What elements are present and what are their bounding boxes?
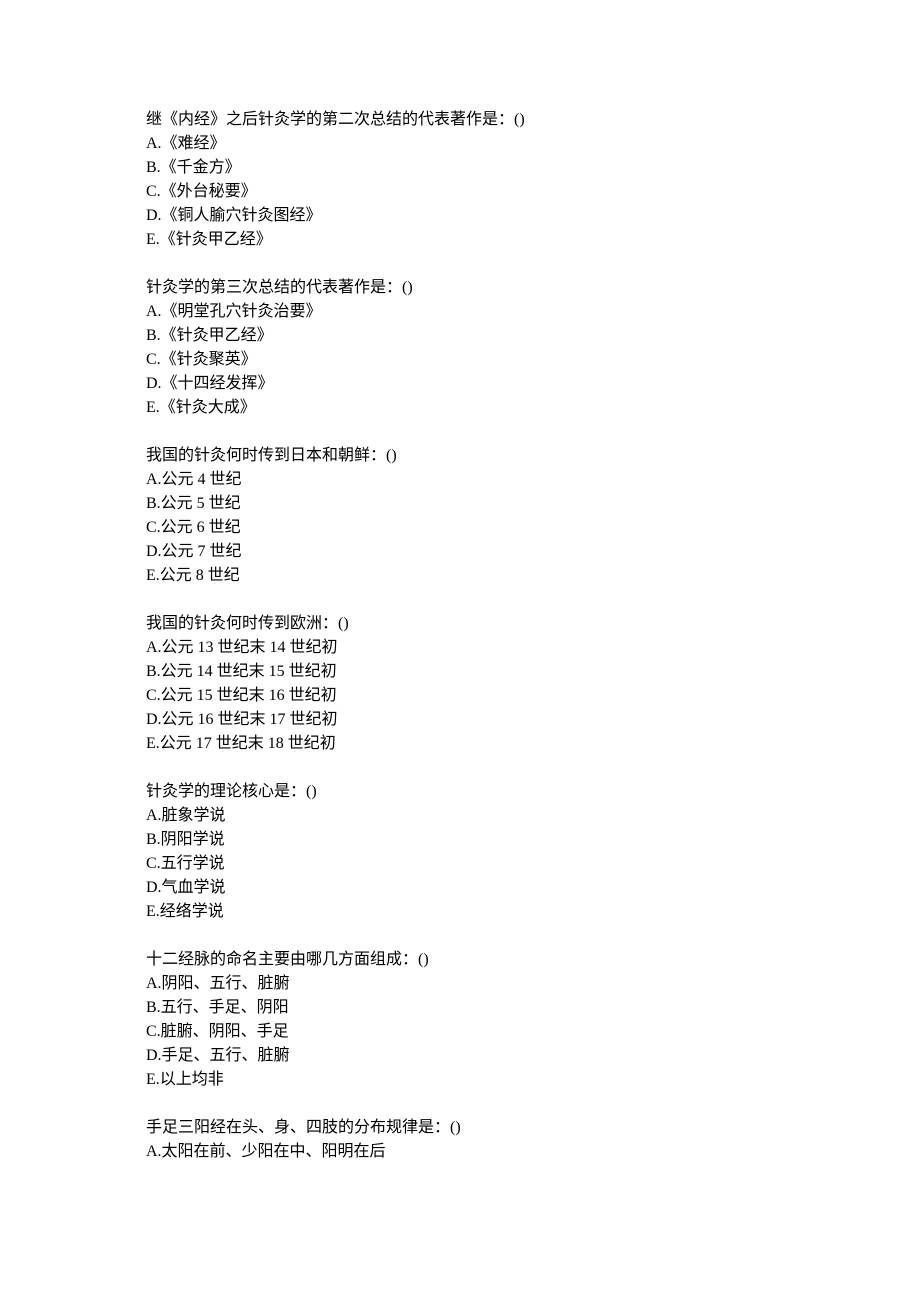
question-stem: 我国的针灸何时传到欧洲：() — [146, 612, 920, 636]
question-block: 继《内经》之后针灸学的第二次总结的代表著作是：() A.《难经》 B.《千金方》… — [146, 108, 920, 252]
question-option: E.《针灸甲乙经》 — [146, 228, 920, 252]
question-stem: 针灸学的第三次总结的代表著作是：() — [146, 276, 920, 300]
question-stem: 继《内经》之后针灸学的第二次总结的代表著作是：() — [146, 108, 920, 132]
question-option: E.公元 17 世纪末 18 世纪初 — [146, 732, 920, 756]
question-option: C.公元 15 世纪末 16 世纪初 — [146, 684, 920, 708]
question-stem: 针灸学的理论核心是：() — [146, 780, 920, 804]
question-block: 针灸学的理论核心是：() A.脏象学说 B.阴阳学说 C.五行学说 D.气血学说… — [146, 780, 920, 924]
question-option: B.公元 14 世纪末 15 世纪初 — [146, 660, 920, 684]
question-block: 十二经脉的命名主要由哪几方面组成：() A.阴阳、五行、脏腑 B.五行、手足、阴… — [146, 948, 920, 1092]
question-block: 手足三阳经在头、身、四肢的分布规律是：() A.太阳在前、少阳在中、阳明在后 — [146, 1116, 920, 1164]
question-option: D.《铜人腧穴针灸图经》 — [146, 204, 920, 228]
question-block: 我国的针灸何时传到日本和朝鲜：() A.公元 4 世纪 B.公元 5 世纪 C.… — [146, 444, 920, 588]
question-option: A.公元 4 世纪 — [146, 468, 920, 492]
question-stem: 十二经脉的命名主要由哪几方面组成：() — [146, 948, 920, 972]
question-option: B.阴阳学说 — [146, 828, 920, 852]
question-option: E.公元 8 世纪 — [146, 564, 920, 588]
question-option: B.公元 5 世纪 — [146, 492, 920, 516]
question-option: A.阴阳、五行、脏腑 — [146, 972, 920, 996]
question-option: D.公元 16 世纪末 17 世纪初 — [146, 708, 920, 732]
question-block: 我国的针灸何时传到欧洲：() A.公元 13 世纪末 14 世纪初 B.公元 1… — [146, 612, 920, 756]
question-stem: 手足三阳经在头、身、四肢的分布规律是：() — [146, 1116, 920, 1140]
document-page: 继《内经》之后针灸学的第二次总结的代表著作是：() A.《难经》 B.《千金方》… — [0, 0, 920, 1302]
question-option: D.手足、五行、脏腑 — [146, 1044, 920, 1068]
question-option: D.《十四经发挥》 — [146, 372, 920, 396]
question-option: E.《针灸大成》 — [146, 396, 920, 420]
question-option: B.《千金方》 — [146, 156, 920, 180]
question-option: C.《外台秘要》 — [146, 180, 920, 204]
question-option: C.《针灸聚英》 — [146, 348, 920, 372]
question-option: D.气血学说 — [146, 876, 920, 900]
question-option: A.《难经》 — [146, 132, 920, 156]
question-option: A.《明堂孔穴针灸治要》 — [146, 300, 920, 324]
question-option: D.公元 7 世纪 — [146, 540, 920, 564]
question-option: E.经络学说 — [146, 900, 920, 924]
question-option: A.太阳在前、少阳在中、阳明在后 — [146, 1140, 920, 1164]
question-block: 针灸学的第三次总结的代表著作是：() A.《明堂孔穴针灸治要》 B.《针灸甲乙经… — [146, 276, 920, 420]
question-option: C.公元 6 世纪 — [146, 516, 920, 540]
question-option: A.脏象学说 — [146, 804, 920, 828]
question-option: B.五行、手足、阴阳 — [146, 996, 920, 1020]
question-stem: 我国的针灸何时传到日本和朝鲜：() — [146, 444, 920, 468]
question-option: C.五行学说 — [146, 852, 920, 876]
question-option: A.公元 13 世纪末 14 世纪初 — [146, 636, 920, 660]
question-option: C.脏腑、阴阳、手足 — [146, 1020, 920, 1044]
question-option: B.《针灸甲乙经》 — [146, 324, 920, 348]
question-option: E.以上均非 — [146, 1068, 920, 1092]
